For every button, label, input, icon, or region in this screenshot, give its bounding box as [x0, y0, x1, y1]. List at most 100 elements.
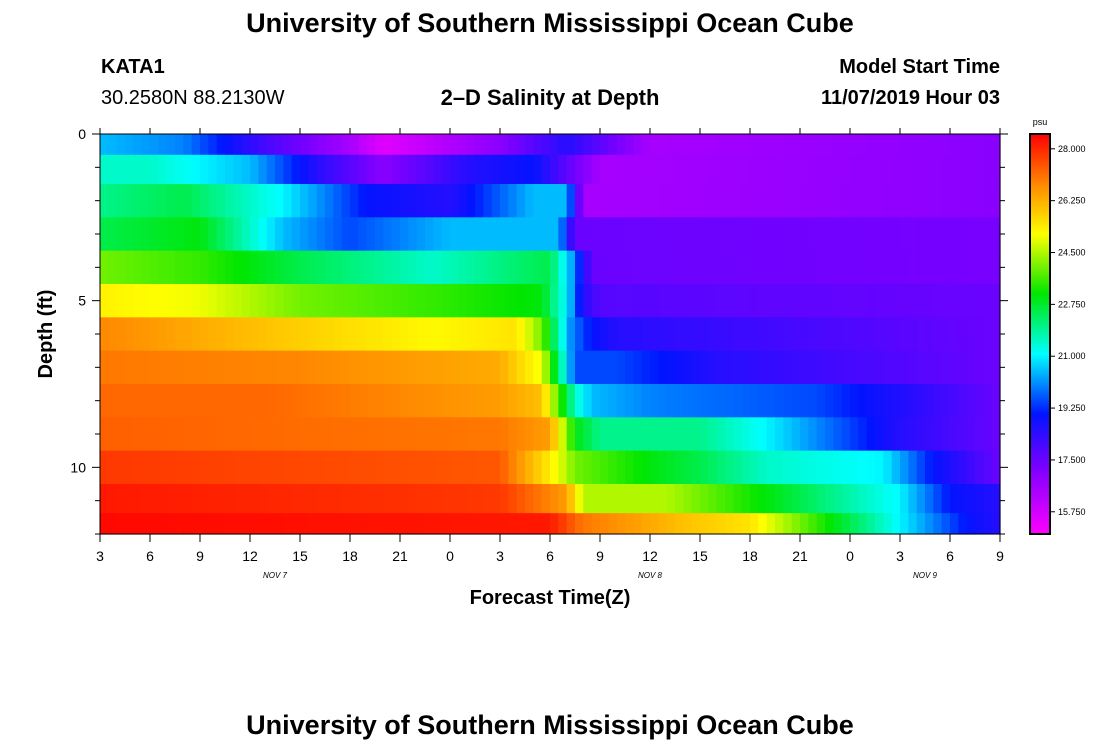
heatmap-cell	[308, 384, 318, 418]
heatmap-cell	[291, 417, 301, 452]
heatmap-cell	[625, 513, 634, 535]
heatmap-cell	[975, 484, 984, 514]
heatmap-cell	[566, 154, 576, 185]
heatmap-cell	[358, 134, 368, 156]
heatmap-cell	[975, 154, 984, 185]
heatmap-cell	[575, 417, 584, 452]
heatmap-cell	[391, 484, 401, 514]
heatmap-cell	[991, 450, 1001, 485]
heatmap-cell	[408, 484, 418, 514]
heatmap-cell	[325, 350, 334, 385]
heatmap-cell	[766, 350, 776, 385]
heatmap-cell	[933, 154, 943, 185]
heatmap-cell	[533, 450, 543, 485]
heatmap-cell	[625, 284, 634, 318]
heatmap-cell	[333, 317, 343, 352]
heatmap-cell	[683, 184, 693, 218]
heatmap-cell	[441, 134, 451, 156]
heatmap-cell	[241, 417, 251, 452]
heatmap-cell	[333, 450, 343, 485]
heatmap-cell	[833, 513, 843, 535]
heatmap-cell	[416, 250, 426, 285]
heatmap-cell	[591, 450, 601, 485]
heatmap-cell	[100, 317, 109, 352]
heatmap-cell	[816, 417, 826, 452]
heatmap-cell	[575, 250, 584, 285]
heatmap-cell	[183, 134, 193, 156]
heatmap-cell	[208, 154, 218, 185]
heatmap-cell	[991, 250, 1001, 285]
heatmap-cell	[766, 384, 776, 418]
heatmap-cell	[291, 154, 301, 185]
heatmap-cell	[108, 417, 118, 452]
heatmap-cell	[666, 417, 676, 452]
heatmap-cell	[541, 134, 551, 156]
heatmap-cell	[325, 384, 334, 418]
heatmap-cell	[916, 417, 926, 452]
heatmap-cell	[491, 284, 501, 318]
heatmap-cell	[875, 284, 884, 318]
heatmap-cell	[708, 484, 718, 514]
heatmap-cell	[425, 284, 434, 318]
heatmap-cell	[341, 384, 351, 418]
heatmap-cell	[525, 250, 534, 285]
heatmap-cell	[366, 350, 376, 385]
heatmap-cell	[466, 484, 476, 514]
heatmap-cell	[608, 154, 618, 185]
heatmap-cell	[750, 450, 759, 485]
heatmap-cell	[541, 513, 551, 535]
heatmap-cell	[275, 217, 284, 252]
heatmap-cell	[308, 154, 318, 185]
heatmap-cell	[825, 350, 834, 385]
heatmap-cell	[341, 284, 351, 318]
heatmap-cell	[408, 317, 418, 352]
heatmap-cell	[225, 384, 234, 418]
heatmap-cell	[150, 417, 159, 452]
heatmap-cell	[850, 513, 859, 535]
heatmap-cell	[183, 513, 193, 535]
heatmap-cell	[991, 154, 1001, 185]
heatmap-cell	[675, 450, 684, 485]
heatmap-cell	[283, 134, 293, 156]
heatmap-cell	[300, 134, 309, 156]
heatmap-cell	[175, 184, 184, 218]
heatmap-cell	[366, 317, 376, 352]
heatmap-cell	[416, 484, 426, 514]
heatmap-cell	[700, 250, 709, 285]
heatmap-cell	[316, 350, 326, 385]
heatmap-cell	[483, 184, 493, 218]
heatmap-cell	[633, 450, 643, 485]
heatmap-cell	[700, 513, 709, 535]
heatmap-cell	[533, 350, 543, 385]
heatmap-cell	[858, 350, 868, 385]
heatmap-cell	[375, 134, 384, 156]
heatmap-cell	[225, 513, 234, 535]
heatmap-cell	[400, 350, 409, 385]
heatmap-cell	[416, 417, 426, 452]
heatmap-cell	[358, 484, 368, 514]
heatmap-cell	[925, 350, 934, 385]
heatmap-cell	[516, 317, 526, 352]
heatmap-cell	[933, 484, 943, 514]
heatmap-cell	[691, 350, 701, 385]
heatmap-cell	[291, 317, 301, 352]
heatmap-cell	[866, 484, 876, 514]
heatmap-cell	[583, 317, 593, 352]
colorbar-unit: psu	[1033, 117, 1048, 127]
heatmap-cell	[183, 417, 193, 452]
heatmap-cell	[575, 184, 584, 218]
station-id: KATA1	[101, 56, 165, 78]
heatmap-cell	[208, 184, 218, 218]
heatmap-cell	[650, 134, 659, 156]
heatmap-cell	[441, 184, 451, 218]
heatmap-cell	[891, 184, 901, 218]
heatmap-cell	[550, 417, 559, 452]
heatmap-cell	[358, 250, 368, 285]
heatmap-cell	[341, 154, 351, 185]
heatmap-cell	[333, 417, 343, 452]
heatmap-cell	[200, 350, 209, 385]
heatmap-cell	[183, 317, 193, 352]
heatmap-cell	[925, 450, 934, 485]
heatmap-cell	[316, 184, 326, 218]
heatmap-cell	[508, 513, 518, 535]
